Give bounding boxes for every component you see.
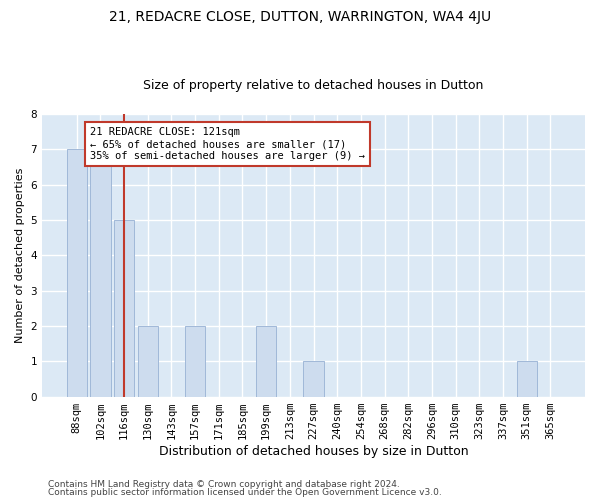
Bar [91, 150, 110, 396]
Bar [114, 220, 134, 396]
Text: 21 REDACRE CLOSE: 121sqm
← 65% of detached houses are smaller (17)
35% of semi-d: 21 REDACRE CLOSE: 121sqm ← 65% of detach… [90, 128, 365, 160]
Bar [304, 362, 323, 396]
Bar [138, 326, 158, 396]
Text: 21, REDACRE CLOSE, DUTTON, WARRINGTON, WA4 4JU: 21, REDACRE CLOSE, DUTTON, WARRINGTON, W… [109, 10, 491, 24]
Y-axis label: Number of detached properties: Number of detached properties [15, 168, 25, 343]
Bar [67, 150, 87, 396]
X-axis label: Distribution of detached houses by size in Dutton: Distribution of detached houses by size … [159, 444, 469, 458]
Bar [256, 326, 276, 396]
Bar [517, 362, 536, 396]
Bar [185, 326, 205, 396]
Text: Contains public sector information licensed under the Open Government Licence v3: Contains public sector information licen… [48, 488, 442, 497]
Text: Contains HM Land Registry data © Crown copyright and database right 2024.: Contains HM Land Registry data © Crown c… [48, 480, 400, 489]
Title: Size of property relative to detached houses in Dutton: Size of property relative to detached ho… [143, 79, 484, 92]
